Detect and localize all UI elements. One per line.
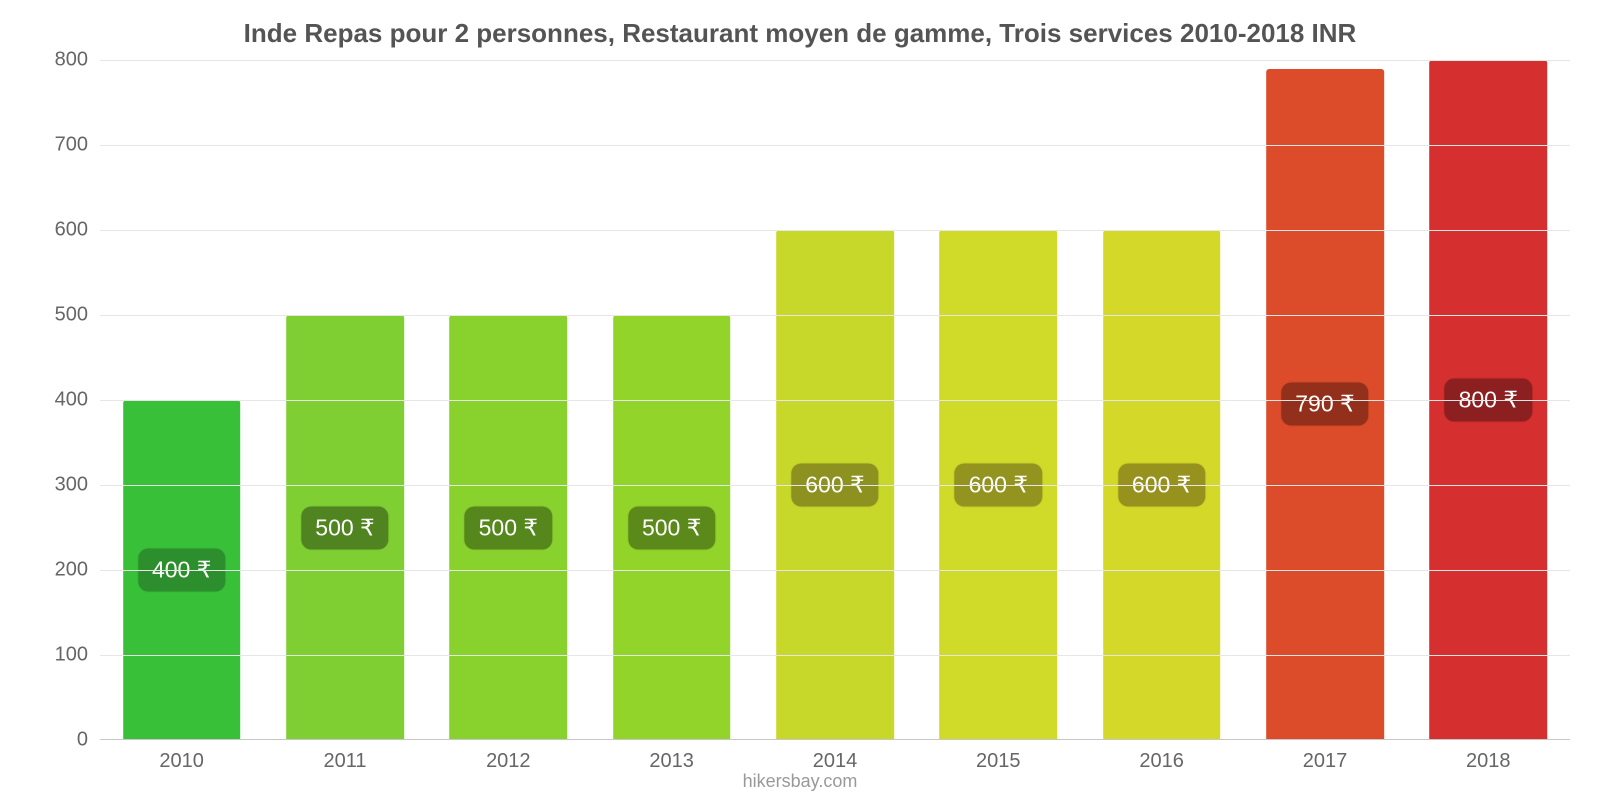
y-axis-tick-label: 100 (55, 644, 100, 667)
y-axis-tick-label: 200 (55, 559, 100, 582)
grid-line (100, 60, 1570, 61)
y-axis-tick-label: 500 (55, 304, 100, 327)
chart-title: Inde Repas pour 2 personnes, Restaurant … (0, 0, 1600, 53)
x-axis-tick-label: 2012 (486, 740, 531, 773)
bar-value-label: 500 ₹ (301, 506, 388, 549)
y-axis-tick-label: 600 (55, 219, 100, 242)
y-axis-tick-label: 800 (55, 49, 100, 72)
x-axis-tick-label: 2018 (1466, 740, 1511, 773)
y-axis-tick-label: 400 (55, 389, 100, 412)
x-axis-tick-label: 2011 (323, 740, 366, 773)
grid-line (100, 655, 1570, 656)
bar-value-label: 500 ₹ (465, 506, 552, 549)
grid-line (100, 570, 1570, 571)
x-axis-tick-label: 2013 (649, 740, 694, 773)
x-axis-baseline (100, 739, 1570, 740)
grid-line (100, 485, 1570, 486)
plot-area: 400 ₹2010500 ₹2011500 ₹2012500 ₹2013600 … (100, 60, 1570, 740)
x-axis-tick-label: 2016 (1139, 740, 1184, 773)
y-axis-tick-label: 700 (55, 134, 100, 157)
bar-value-label: 790 ₹ (1281, 383, 1368, 426)
x-axis-tick-label: 2015 (976, 740, 1021, 773)
x-axis-tick-label: 2010 (159, 740, 204, 773)
grid-line (100, 400, 1570, 401)
grid-line (100, 145, 1570, 146)
bar-value-label: 500 ₹ (628, 506, 715, 549)
x-axis-tick-label: 2014 (813, 740, 858, 773)
y-axis-tick-label: 300 (55, 474, 100, 497)
grid-line (100, 315, 1570, 316)
y-axis-tick-label: 0 (77, 729, 100, 752)
grid-line (100, 230, 1570, 231)
source-attribution: hikersbay.com (743, 771, 858, 792)
chart-container: Inde Repas pour 2 personnes, Restaurant … (0, 0, 1600, 800)
x-axis-tick-label: 2017 (1303, 740, 1348, 773)
